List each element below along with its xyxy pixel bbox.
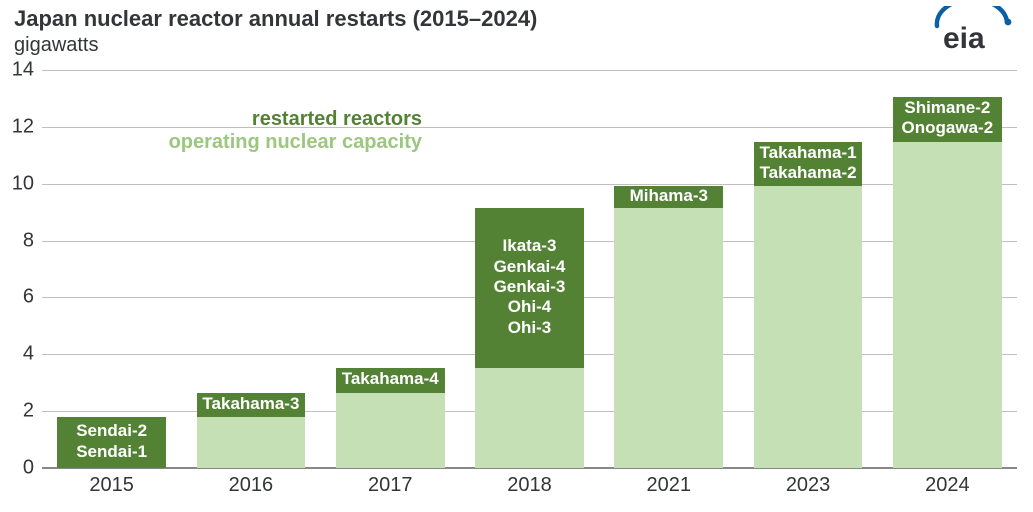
legend-item: restarted reactors (42, 108, 422, 131)
y-tick-label: 8 (23, 229, 34, 252)
restarted-segment: Takahama-4 (336, 368, 445, 393)
restarted-segment: Takahama-2Takahama-1 (754, 142, 863, 186)
legend: restarted reactorsoperating nuclear capa… (42, 108, 422, 154)
y-tick-label: 4 (23, 343, 34, 366)
reactor-label: Takahama-4 (342, 369, 439, 389)
reactor-label: Takahama-3 (202, 394, 299, 414)
chart-title: Japan nuclear reactor annual restarts (2… (14, 6, 537, 32)
operating-segment (197, 417, 306, 468)
bar-2021: Mihama-3 (614, 186, 723, 468)
y-tick-label: 14 (12, 59, 34, 82)
operating-segment (336, 393, 445, 468)
x-tick-label: 2016 (229, 474, 274, 497)
reactor-label: Genkai-4 (494, 257, 566, 277)
operating-segment (754, 186, 863, 468)
bar-2023: Takahama-2Takahama-1 (754, 142, 863, 468)
restarted-segment: Onogawa-2Shimane-2 (893, 97, 1002, 142)
gridline (42, 184, 1017, 185)
reactor-label: Sendai-2 (76, 421, 147, 441)
plot-area: 024681012142015Sendai-1Sendai-22016Takah… (42, 70, 1017, 468)
x-tick-label: 2015 (89, 474, 134, 497)
bar-2015: Sendai-1Sendai-2 (57, 417, 166, 468)
x-tick-label: 2017 (368, 474, 413, 497)
x-tick-label: 2024 (925, 474, 970, 497)
eia-logo: eia (931, 6, 1015, 59)
legend-item: operating nuclear capacity (42, 131, 422, 154)
reactor-label: Shimane-2 (904, 98, 990, 118)
reactor-label: Onogawa-2 (902, 118, 994, 138)
bar-2016: Takahama-3 (197, 393, 306, 468)
reactor-label: Takahama-2 (760, 163, 857, 183)
chart-subtitle: gigawatts (14, 34, 99, 57)
reactor-label: Takahama-1 (760, 143, 857, 163)
reactor-label: Ikata-3 (503, 236, 557, 256)
x-tick-label: 2023 (786, 474, 831, 497)
bar-2024: Onogawa-2Shimane-2 (893, 97, 1002, 468)
y-tick-label: 0 (23, 457, 34, 480)
y-tick-label: 6 (23, 286, 34, 309)
operating-segment (893, 142, 1002, 468)
operating-segment (475, 368, 584, 468)
bar-2018: Ohi-3Ohi-4Genkai-3Genkai-4Ikata-3 (475, 208, 584, 468)
restarted-segment: Takahama-3 (197, 393, 306, 418)
operating-segment (614, 208, 723, 468)
y-tick-label: 2 (23, 400, 34, 423)
restarted-segment: Mihama-3 (614, 186, 723, 208)
reactor-label: Mihama-3 (630, 186, 708, 206)
svg-text:eia: eia (943, 22, 985, 54)
reactor-label: Ohi-3 (508, 318, 551, 338)
y-tick-label: 10 (12, 172, 34, 195)
x-tick-label: 2018 (507, 474, 552, 497)
chart-container: Japan nuclear reactor annual restarts (2… (0, 0, 1033, 512)
reactor-label: Ohi-4 (508, 297, 551, 317)
restarted-segment: Ohi-3Ohi-4Genkai-3Genkai-4Ikata-3 (475, 208, 584, 367)
bar-2017: Takahama-4 (336, 368, 445, 468)
reactor-label: Genkai-3 (494, 277, 566, 297)
y-tick-label: 12 (12, 115, 34, 138)
restarted-segment: Sendai-1Sendai-2 (57, 417, 166, 468)
x-tick-label: 2021 (647, 474, 692, 497)
gridline (42, 70, 1017, 71)
reactor-label: Sendai-1 (76, 442, 147, 462)
